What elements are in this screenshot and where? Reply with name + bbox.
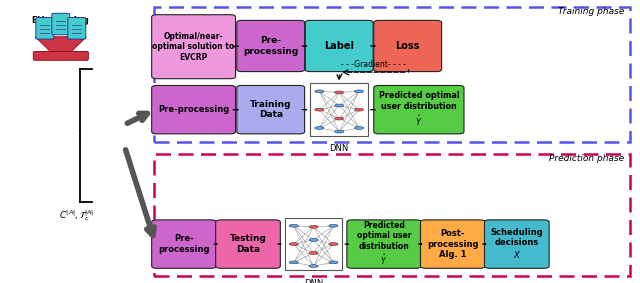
Text: DNN: DNN bbox=[304, 279, 323, 283]
Text: Scheduling
decisions
$X$: Scheduling decisions $X$ bbox=[490, 228, 543, 260]
Text: $C^n, \mathcal{T}_c^n$: $C^n, \mathcal{T}_c^n$ bbox=[64, 50, 90, 64]
Text: EV charging
requests: EV charging requests bbox=[33, 16, 89, 35]
Text: Label: Label bbox=[324, 41, 354, 51]
Ellipse shape bbox=[355, 90, 364, 93]
Ellipse shape bbox=[309, 252, 318, 254]
FancyBboxPatch shape bbox=[36, 18, 54, 39]
Bar bbox=[154, 7, 630, 141]
Text: Testing
Data: Testing Data bbox=[230, 234, 266, 254]
Text: Prediction phase: Prediction phase bbox=[548, 154, 624, 163]
Text: Predicted
optimal user
distribution
$\hat{Y}$: Predicted optimal user distribution $\ha… bbox=[356, 221, 412, 267]
Ellipse shape bbox=[289, 261, 298, 264]
Ellipse shape bbox=[329, 261, 338, 264]
Text: Predicted optimal
user distribution
$\hat{Y}$: Predicted optimal user distribution $\ha… bbox=[379, 91, 459, 128]
Text: Pre-
processing: Pre- processing bbox=[158, 234, 210, 254]
Ellipse shape bbox=[309, 225, 318, 228]
Ellipse shape bbox=[355, 127, 364, 129]
FancyBboxPatch shape bbox=[152, 85, 236, 134]
Ellipse shape bbox=[309, 265, 318, 267]
FancyBboxPatch shape bbox=[68, 18, 86, 39]
Text: DNN: DNN bbox=[330, 144, 349, 153]
Polygon shape bbox=[35, 37, 86, 52]
FancyBboxPatch shape bbox=[52, 13, 70, 35]
Ellipse shape bbox=[335, 91, 344, 94]
FancyBboxPatch shape bbox=[152, 220, 216, 268]
FancyBboxPatch shape bbox=[216, 220, 280, 268]
FancyBboxPatch shape bbox=[374, 20, 442, 72]
Ellipse shape bbox=[309, 239, 318, 241]
Text: Training phase: Training phase bbox=[557, 7, 624, 16]
Bar bbox=[285, 218, 342, 270]
Text: - - -Gradient- - - -: - - -Gradient- - - - bbox=[341, 60, 406, 69]
FancyBboxPatch shape bbox=[237, 85, 305, 134]
FancyBboxPatch shape bbox=[152, 15, 236, 79]
FancyBboxPatch shape bbox=[33, 52, 88, 60]
FancyBboxPatch shape bbox=[347, 220, 421, 268]
Ellipse shape bbox=[335, 117, 344, 120]
Ellipse shape bbox=[355, 108, 364, 111]
Text: Pre-processing: Pre-processing bbox=[158, 105, 229, 114]
Bar bbox=[310, 83, 368, 136]
Ellipse shape bbox=[329, 224, 338, 227]
Text: $\vdots$: $\vdots$ bbox=[72, 128, 82, 143]
Ellipse shape bbox=[315, 90, 324, 93]
Ellipse shape bbox=[289, 243, 298, 245]
FancyBboxPatch shape bbox=[237, 20, 305, 72]
Text: Post-
processing
Alg. 1: Post- processing Alg. 1 bbox=[427, 229, 479, 259]
Ellipse shape bbox=[335, 104, 344, 107]
Ellipse shape bbox=[289, 224, 298, 227]
Ellipse shape bbox=[329, 243, 338, 245]
Text: Optimal/near-
optimal solution to
EVCRP: Optimal/near- optimal solution to EVCRP bbox=[152, 32, 235, 62]
FancyBboxPatch shape bbox=[305, 20, 373, 72]
Bar bbox=[154, 154, 630, 276]
FancyBboxPatch shape bbox=[484, 220, 549, 268]
Text: $C^{|A|}, \mathcal{T}_c^{|A|}$: $C^{|A|}, \mathcal{T}_c^{|A|}$ bbox=[60, 208, 94, 223]
Text: Loss: Loss bbox=[396, 41, 420, 51]
Ellipse shape bbox=[315, 108, 324, 111]
Ellipse shape bbox=[335, 130, 344, 133]
Text: Training
Data: Training Data bbox=[250, 100, 291, 119]
Ellipse shape bbox=[315, 127, 324, 129]
FancyBboxPatch shape bbox=[420, 220, 485, 268]
Text: Pre-
processing: Pre- processing bbox=[243, 36, 298, 56]
FancyBboxPatch shape bbox=[374, 85, 464, 134]
